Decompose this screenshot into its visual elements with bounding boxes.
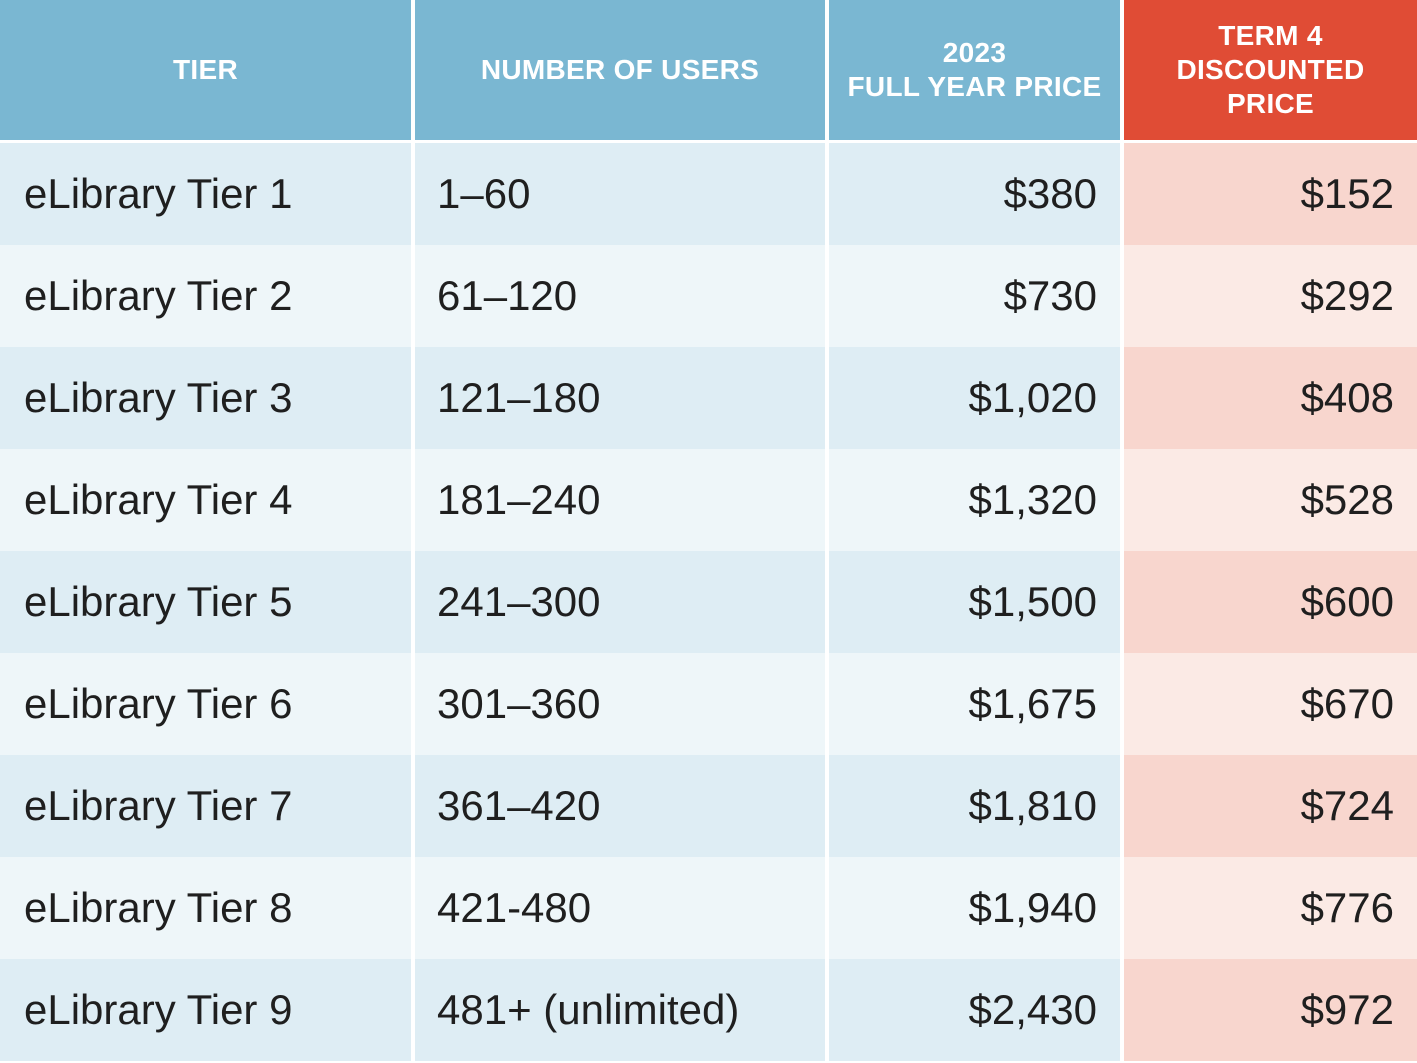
- table-header: TIER NUMBER OF USERS 2023 FULL YEAR PRIC…: [0, 0, 1417, 140]
- users-cell: 241–300: [415, 551, 825, 653]
- table-row: eLibrary Tier 4 181–240 $1,320 $528: [0, 449, 1417, 551]
- tier-cell: eLibrary Tier 8: [0, 857, 411, 959]
- table-row: eLibrary Tier 7 361–420 $1,810 $724: [0, 755, 1417, 857]
- full-year-price-cell: $1,020: [829, 347, 1120, 449]
- users-cell: 181–240: [415, 449, 825, 551]
- table-row: eLibrary Tier 9 481+ (unlimited) $2,430 …: [0, 959, 1417, 1061]
- discounted-price-cell: $152: [1124, 143, 1417, 245]
- discounted-price-cell: $670: [1124, 653, 1417, 755]
- header-tier: TIER: [0, 0, 411, 140]
- users-cell: 481+ (unlimited): [415, 959, 825, 1061]
- header-number-of-users: NUMBER OF USERS: [415, 0, 825, 140]
- full-year-price-cell: $1,675: [829, 653, 1120, 755]
- tier-cell: eLibrary Tier 6: [0, 653, 411, 755]
- header-discounted-price: TERM 4 DISCOUNTED PRICE: [1124, 0, 1417, 140]
- full-year-price-cell: $1,940: [829, 857, 1120, 959]
- users-cell: 61–120: [415, 245, 825, 347]
- users-cell: 421-480: [415, 857, 825, 959]
- full-year-price-cell: $1,500: [829, 551, 1120, 653]
- users-cell: 121–180: [415, 347, 825, 449]
- discounted-price-cell: $408: [1124, 347, 1417, 449]
- tier-cell: eLibrary Tier 3: [0, 347, 411, 449]
- full-year-price-cell: $730: [829, 245, 1120, 347]
- header-full-year-price: 2023 FULL YEAR PRICE: [829, 0, 1120, 140]
- discounted-price-cell: $528: [1124, 449, 1417, 551]
- full-year-price-cell: $1,810: [829, 755, 1120, 857]
- table-row: eLibrary Tier 8 421-480 $1,940 $776: [0, 857, 1417, 959]
- tier-cell: eLibrary Tier 9: [0, 959, 411, 1061]
- table-row: eLibrary Tier 6 301–360 $1,675 $670: [0, 653, 1417, 755]
- discounted-price-cell: $972: [1124, 959, 1417, 1061]
- table-row: eLibrary Tier 3 121–180 $1,020 $408: [0, 347, 1417, 449]
- discounted-price-cell: $776: [1124, 857, 1417, 959]
- users-cell: 301–360: [415, 653, 825, 755]
- discounted-price-cell: $724: [1124, 755, 1417, 857]
- users-cell: 1–60: [415, 143, 825, 245]
- tier-cell: eLibrary Tier 4: [0, 449, 411, 551]
- table-row: eLibrary Tier 1 1–60 $380 $152: [0, 143, 1417, 245]
- users-cell: 361–420: [415, 755, 825, 857]
- tier-cell: eLibrary Tier 5: [0, 551, 411, 653]
- table-body: eLibrary Tier 1 1–60 $380 $152 eLibrary …: [0, 143, 1417, 1063]
- tier-cell: eLibrary Tier 2: [0, 245, 411, 347]
- discounted-price-cell: $600: [1124, 551, 1417, 653]
- tier-cell: eLibrary Tier 1: [0, 143, 411, 245]
- full-year-price-cell: $380: [829, 143, 1120, 245]
- discounted-price-cell: $292: [1124, 245, 1417, 347]
- full-year-price-cell: $2,430: [829, 959, 1120, 1061]
- tier-cell: eLibrary Tier 7: [0, 755, 411, 857]
- table-row: eLibrary Tier 5 241–300 $1,500 $600: [0, 551, 1417, 653]
- table-row: eLibrary Tier 2 61–120 $730 $292: [0, 245, 1417, 347]
- full-year-price-cell: $1,320: [829, 449, 1120, 551]
